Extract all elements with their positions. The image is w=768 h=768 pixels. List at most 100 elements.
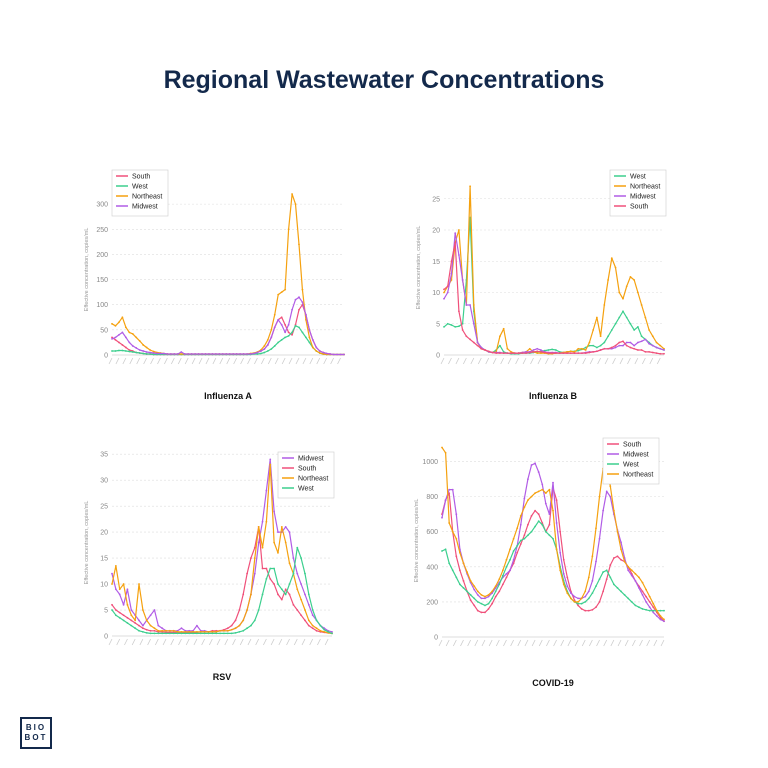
data-point	[180, 351, 183, 353]
data-point	[476, 341, 479, 344]
data-point	[287, 334, 290, 337]
data-point	[595, 527, 597, 530]
x-tick-mark	[574, 357, 579, 365]
data-point	[584, 590, 587, 593]
data-point	[605, 490, 608, 493]
data-point	[273, 326, 276, 329]
data-point	[261, 520, 264, 523]
data-point	[487, 608, 490, 610]
x-tick-mark	[641, 357, 646, 365]
data-point	[284, 541, 287, 544]
page-title: Regional Wastewater Concentrations	[163, 66, 605, 94]
data-point	[294, 203, 297, 206]
data-point	[138, 624, 140, 627]
data-point	[226, 627, 229, 630]
data-point	[592, 329, 595, 331]
data-point	[153, 609, 156, 611]
data-point	[627, 565, 630, 568]
data-point	[614, 344, 617, 347]
data-point	[605, 569, 608, 572]
data-point	[595, 316, 598, 319]
data-point	[203, 630, 206, 633]
y-axis-label: Effective concentration, copies/mL	[416, 226, 422, 310]
data-point	[242, 593, 245, 596]
x-tick-mark	[295, 357, 300, 365]
data-point	[223, 629, 225, 632]
data-point	[441, 446, 443, 449]
x-tick-mark	[337, 357, 341, 365]
data-point	[246, 627, 248, 630]
data-point	[465, 335, 468, 338]
data-point	[234, 619, 237, 622]
data-point	[311, 624, 314, 627]
data-point	[562, 572, 565, 575]
data-point	[633, 347, 636, 350]
data-point	[629, 275, 632, 278]
data-point	[455, 537, 458, 540]
x-tick-mark	[510, 639, 514, 647]
data-point	[163, 352, 165, 355]
data-point	[180, 632, 183, 635]
data-point	[454, 241, 457, 244]
y-tick-label: 0	[104, 634, 108, 641]
data-point	[641, 590, 644, 593]
data-point	[230, 624, 233, 627]
data-point	[157, 624, 160, 627]
data-point	[288, 562, 291, 565]
series-line-northeast	[111, 464, 333, 634]
data-point	[566, 350, 568, 353]
data-point	[528, 347, 531, 350]
data-point	[595, 606, 597, 609]
data-point	[541, 488, 544, 491]
x-tick-mark	[463, 357, 467, 365]
chart-3: 0 200 400 600 800 1000 Effective concentration…	[414, 437, 665, 688]
y-tick-label: 25	[432, 196, 440, 203]
data-point	[128, 350, 131, 353]
data-point	[192, 632, 194, 635]
data-point	[138, 629, 140, 632]
data-point	[469, 599, 472, 602]
data-point	[273, 345, 276, 347]
data-point	[645, 601, 647, 603]
chart-caption: Influenza B	[529, 391, 578, 401]
data-point	[559, 551, 562, 554]
data-point	[581, 352, 583, 355]
data-point	[156, 352, 158, 355]
data-point	[265, 567, 268, 570]
data-point	[591, 592, 594, 595]
data-point	[573, 350, 576, 353]
data-point	[609, 485, 612, 488]
data-point	[620, 541, 622, 544]
data-point	[592, 344, 595, 347]
data-point	[510, 352, 513, 355]
data-point	[134, 622, 137, 624]
data-point	[161, 632, 164, 635]
data-point	[627, 597, 630, 600]
data-point	[625, 341, 628, 344]
data-point	[562, 352, 565, 355]
data-point	[203, 632, 206, 635]
data-point	[444, 451, 447, 454]
data-point	[273, 510, 276, 513]
data-point	[530, 464, 533, 466]
data-point	[124, 326, 127, 329]
data-point	[559, 530, 562, 533]
y-axis-label: Effective concentration, copies/mL	[84, 501, 90, 585]
data-point	[246, 353, 248, 355]
data-point	[603, 341, 606, 344]
data-point	[644, 338, 647, 341]
data-point	[648, 595, 651, 598]
data-point	[536, 352, 539, 355]
data-point	[250, 593, 252, 596]
x-tick-mark	[131, 638, 136, 646]
data-point	[548, 534, 551, 537]
data-point	[663, 620, 665, 623]
data-point	[234, 631, 237, 634]
data-point	[638, 586, 640, 589]
x-tick-mark	[552, 357, 557, 365]
y-tick-label: 5	[436, 321, 440, 328]
data-point	[318, 350, 321, 352]
data-point	[595, 585, 597, 588]
data-point	[554, 352, 557, 355]
x-tick-mark	[530, 357, 534, 365]
